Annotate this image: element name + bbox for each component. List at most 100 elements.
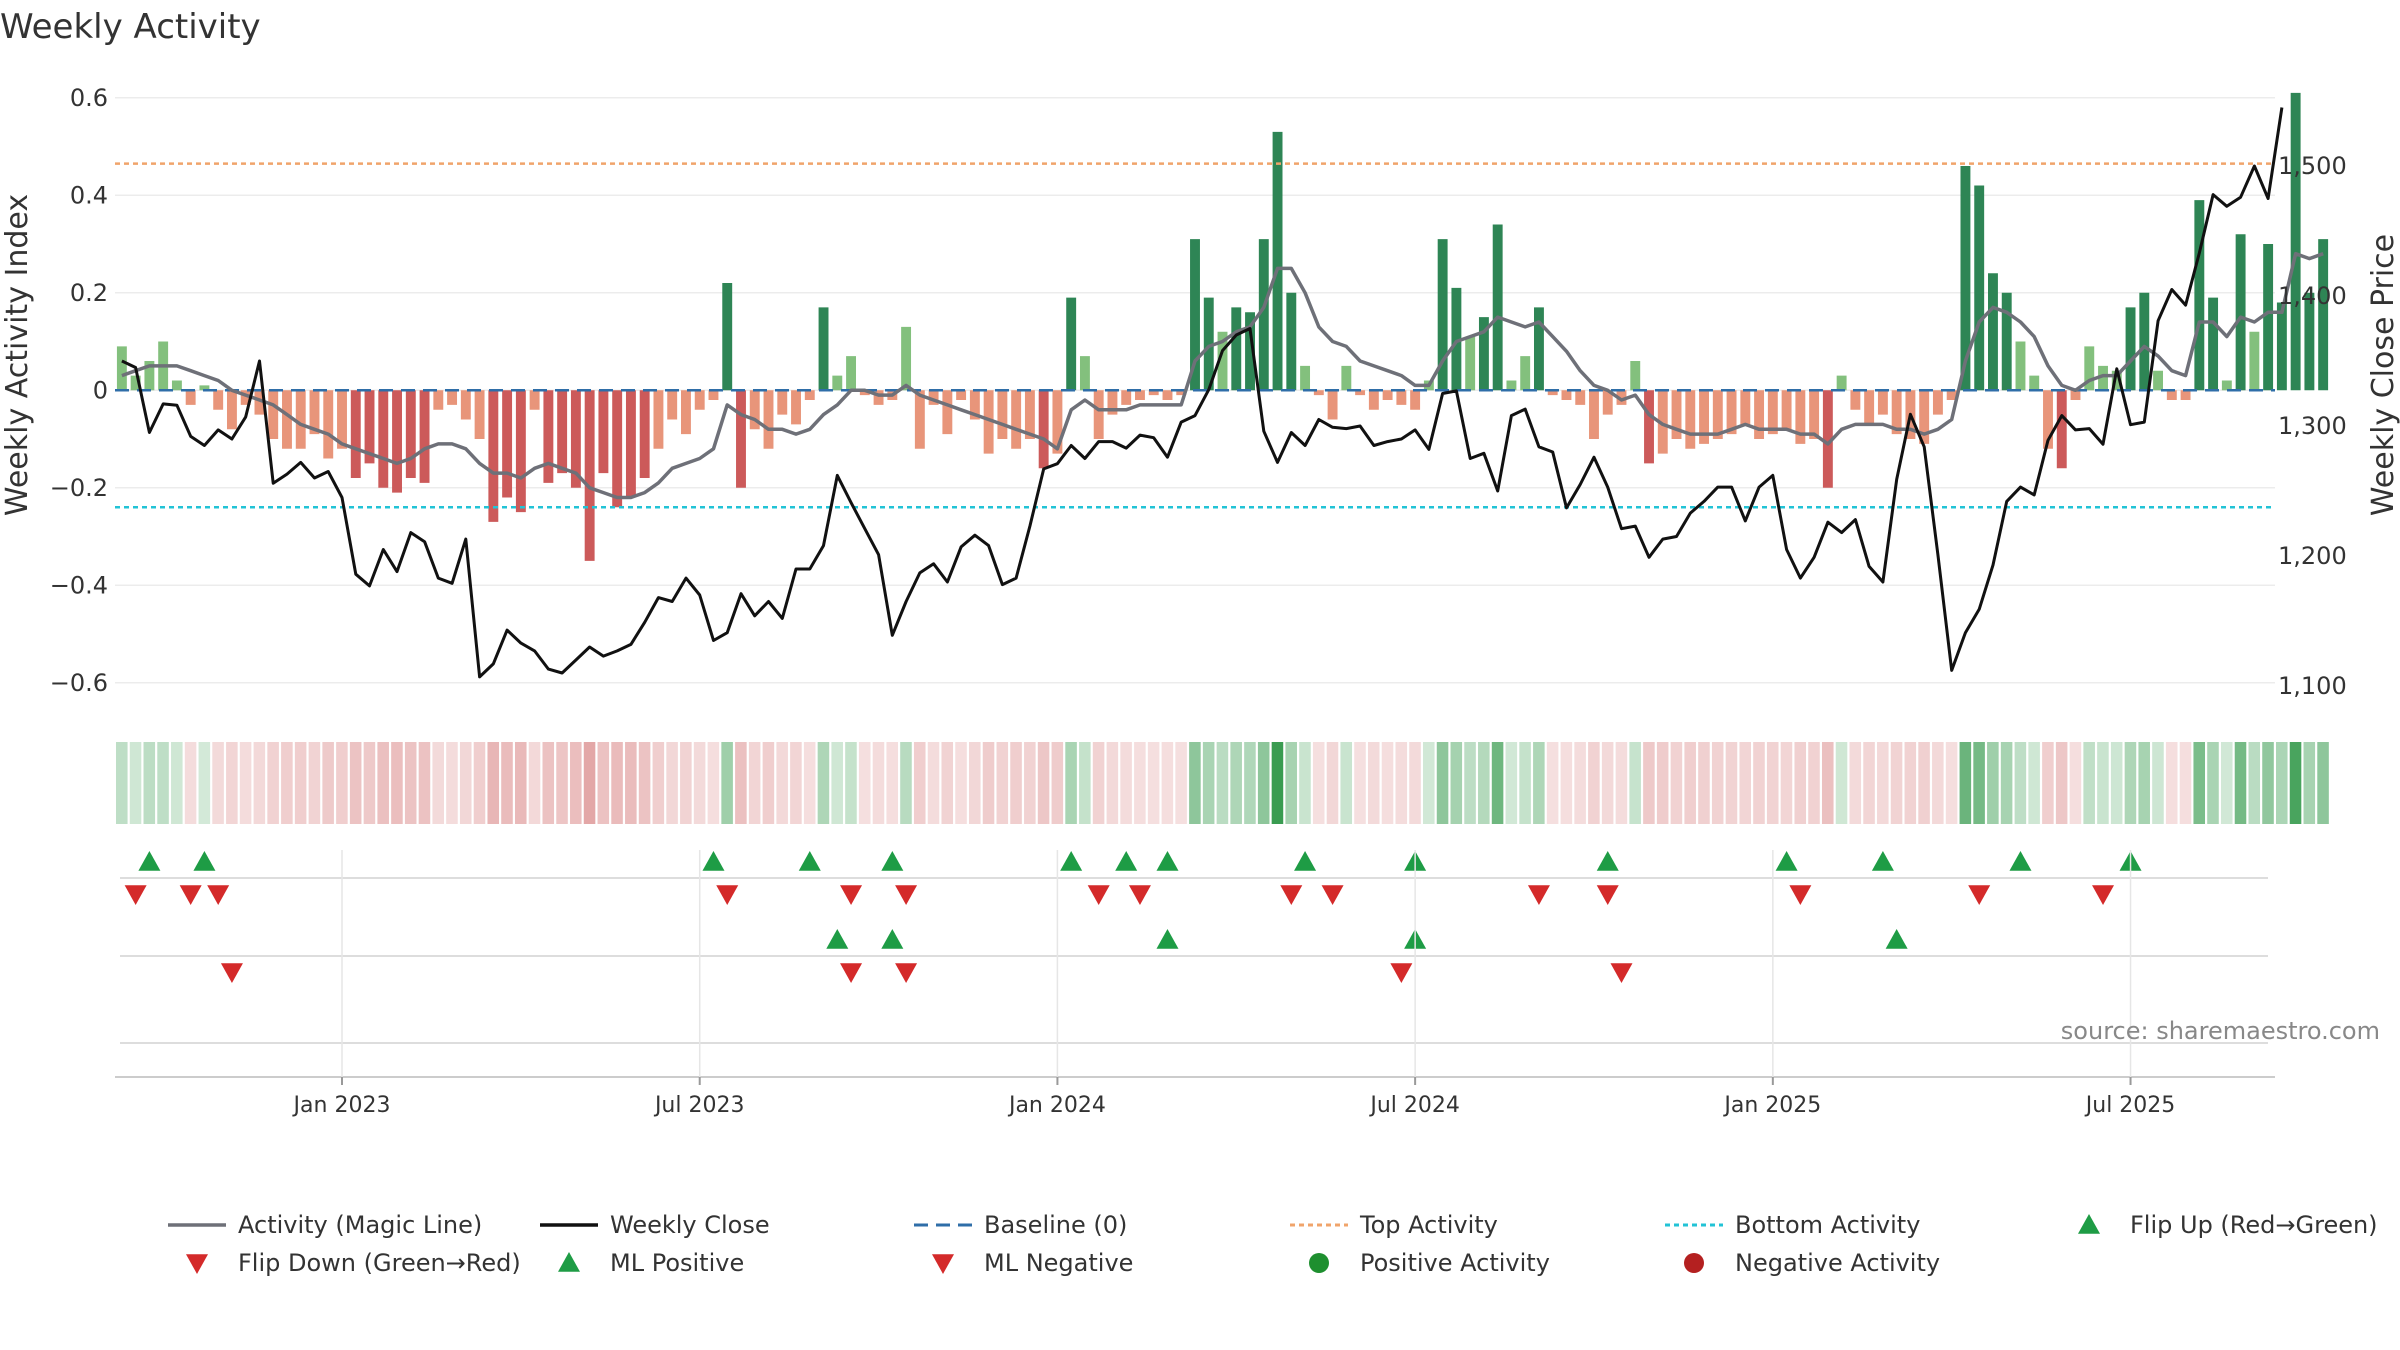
activity-bar [1561,390,1572,400]
intensity-cell [1643,742,1655,824]
x-tick-label: Jul 2024 [1368,1093,1460,1118]
activity-bar [116,346,127,391]
activity-bar [2318,239,2329,391]
intensity-cell [2276,742,2288,824]
activity-bar [956,390,967,400]
activity-bar [1589,390,1599,439]
activity-bar [1712,390,1723,439]
intensity-cell [735,742,747,824]
activity-bar [1506,380,1517,391]
activity-bar [1203,297,1214,391]
flip-up-marker [798,851,821,871]
activity-bar [2125,307,2136,391]
intensity-cell [1753,742,1765,824]
activity-bar [928,390,939,405]
intensity-cell [1216,742,1229,824]
flip-down-marker [895,885,918,905]
intensity-cell [308,742,321,824]
activity-bar [474,390,485,439]
activity-bar [1341,365,1352,391]
intensity-cell [184,742,197,824]
activity-bar [873,390,884,405]
intensity-cell [693,742,706,824]
activity-bar [2084,346,2095,391]
intensity-cell [955,742,967,824]
y-left-tick-label: −0.2 [50,474,108,502]
intensity-cell [886,742,899,824]
intensity-cell [2110,742,2123,824]
activity-bar [213,390,224,410]
activity-bar [1630,361,1641,391]
intensity-cell [253,742,266,824]
series-lines [121,107,2324,679]
intensity-cell [666,742,678,824]
activity-bar [570,390,581,488]
activity-bar [2111,370,2122,391]
activity-bars [116,92,2329,561]
legend-label: Flip Up (Red→Green) [2130,1211,2378,1239]
activity-bar [1162,390,1173,400]
activity-bar [1052,390,1063,454]
x-tick-label: Jul 2023 [653,1093,745,1118]
y-left-tick-label: 0 [93,376,108,404]
activity-bar [199,385,210,391]
intensity-cell [2138,742,2150,824]
activity-bar [1685,390,1696,449]
legend-label: Top Activity [1359,1211,1498,1239]
intensity-cell [2028,742,2040,824]
activity-bar [2153,370,2164,391]
flip-up-marker [1775,851,1798,871]
intensity-cell [294,742,307,824]
signal-markers [120,851,2268,1044]
flip-up-marker [2009,851,2032,871]
source-label: source: sharemaestro.com [2061,1017,2380,1045]
activity-bar [433,390,444,410]
activity-bar [1864,390,1875,425]
activity-bar [846,356,857,391]
activity-bar [1176,390,1187,396]
intensity-cell [2179,742,2192,824]
activity-bar [1877,390,1888,415]
intensity-cell [171,742,183,824]
intensity-cell [1423,742,1435,824]
intensity-cell [2289,742,2302,824]
intensity-cell [1464,742,1476,824]
intensity-cell [556,742,568,824]
activity-bar [1809,390,1820,439]
intensity-cell [2124,742,2137,824]
intensity-cell [858,742,871,824]
intensity-cell [968,742,981,824]
flip-down-marker [1789,885,1812,905]
activity-bar [1437,239,1448,391]
activity-bar [818,307,829,391]
y-left-tick-label: −0.4 [50,571,108,599]
activity-bar [240,390,251,405]
activity-bar [1396,390,1407,405]
intensity-cell [1285,742,1297,824]
intensity-cell [1189,742,1201,824]
intensity-cell [1092,742,1105,824]
activity-bar [1699,390,1709,444]
legend-label: Activity (Magic Line) [238,1211,482,1239]
intensity-cell [2193,742,2206,824]
intensity-cell [1367,742,1380,824]
activity-bar [1754,390,1765,439]
intensity-cell [1436,742,1449,824]
y-right-tick-label: 1,400 [2278,282,2347,310]
intensity-cell [1877,742,1889,824]
intensity-cell [638,742,651,824]
intensity-cell [2069,742,2082,824]
activity-bar [1644,390,1654,464]
y-right-axis-title: Weekly Close Price [2366,234,2400,516]
activity-bar [460,390,471,420]
intensity-cell [845,742,857,824]
activity-bar [1932,390,1943,415]
activity-bar [983,390,994,454]
activity-bar [1355,390,1366,396]
ml-positive-marker [1156,929,1179,949]
activity-bar [804,390,815,400]
intensity-cell [1987,742,1999,824]
activity-bar [1781,390,1792,430]
intensity-cell [597,742,610,824]
legend-swatch [932,1254,954,1274]
